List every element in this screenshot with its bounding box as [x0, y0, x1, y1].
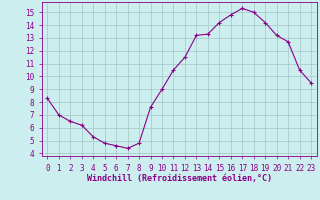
X-axis label: Windchill (Refroidissement éolien,°C): Windchill (Refroidissement éolien,°C) — [87, 174, 272, 183]
